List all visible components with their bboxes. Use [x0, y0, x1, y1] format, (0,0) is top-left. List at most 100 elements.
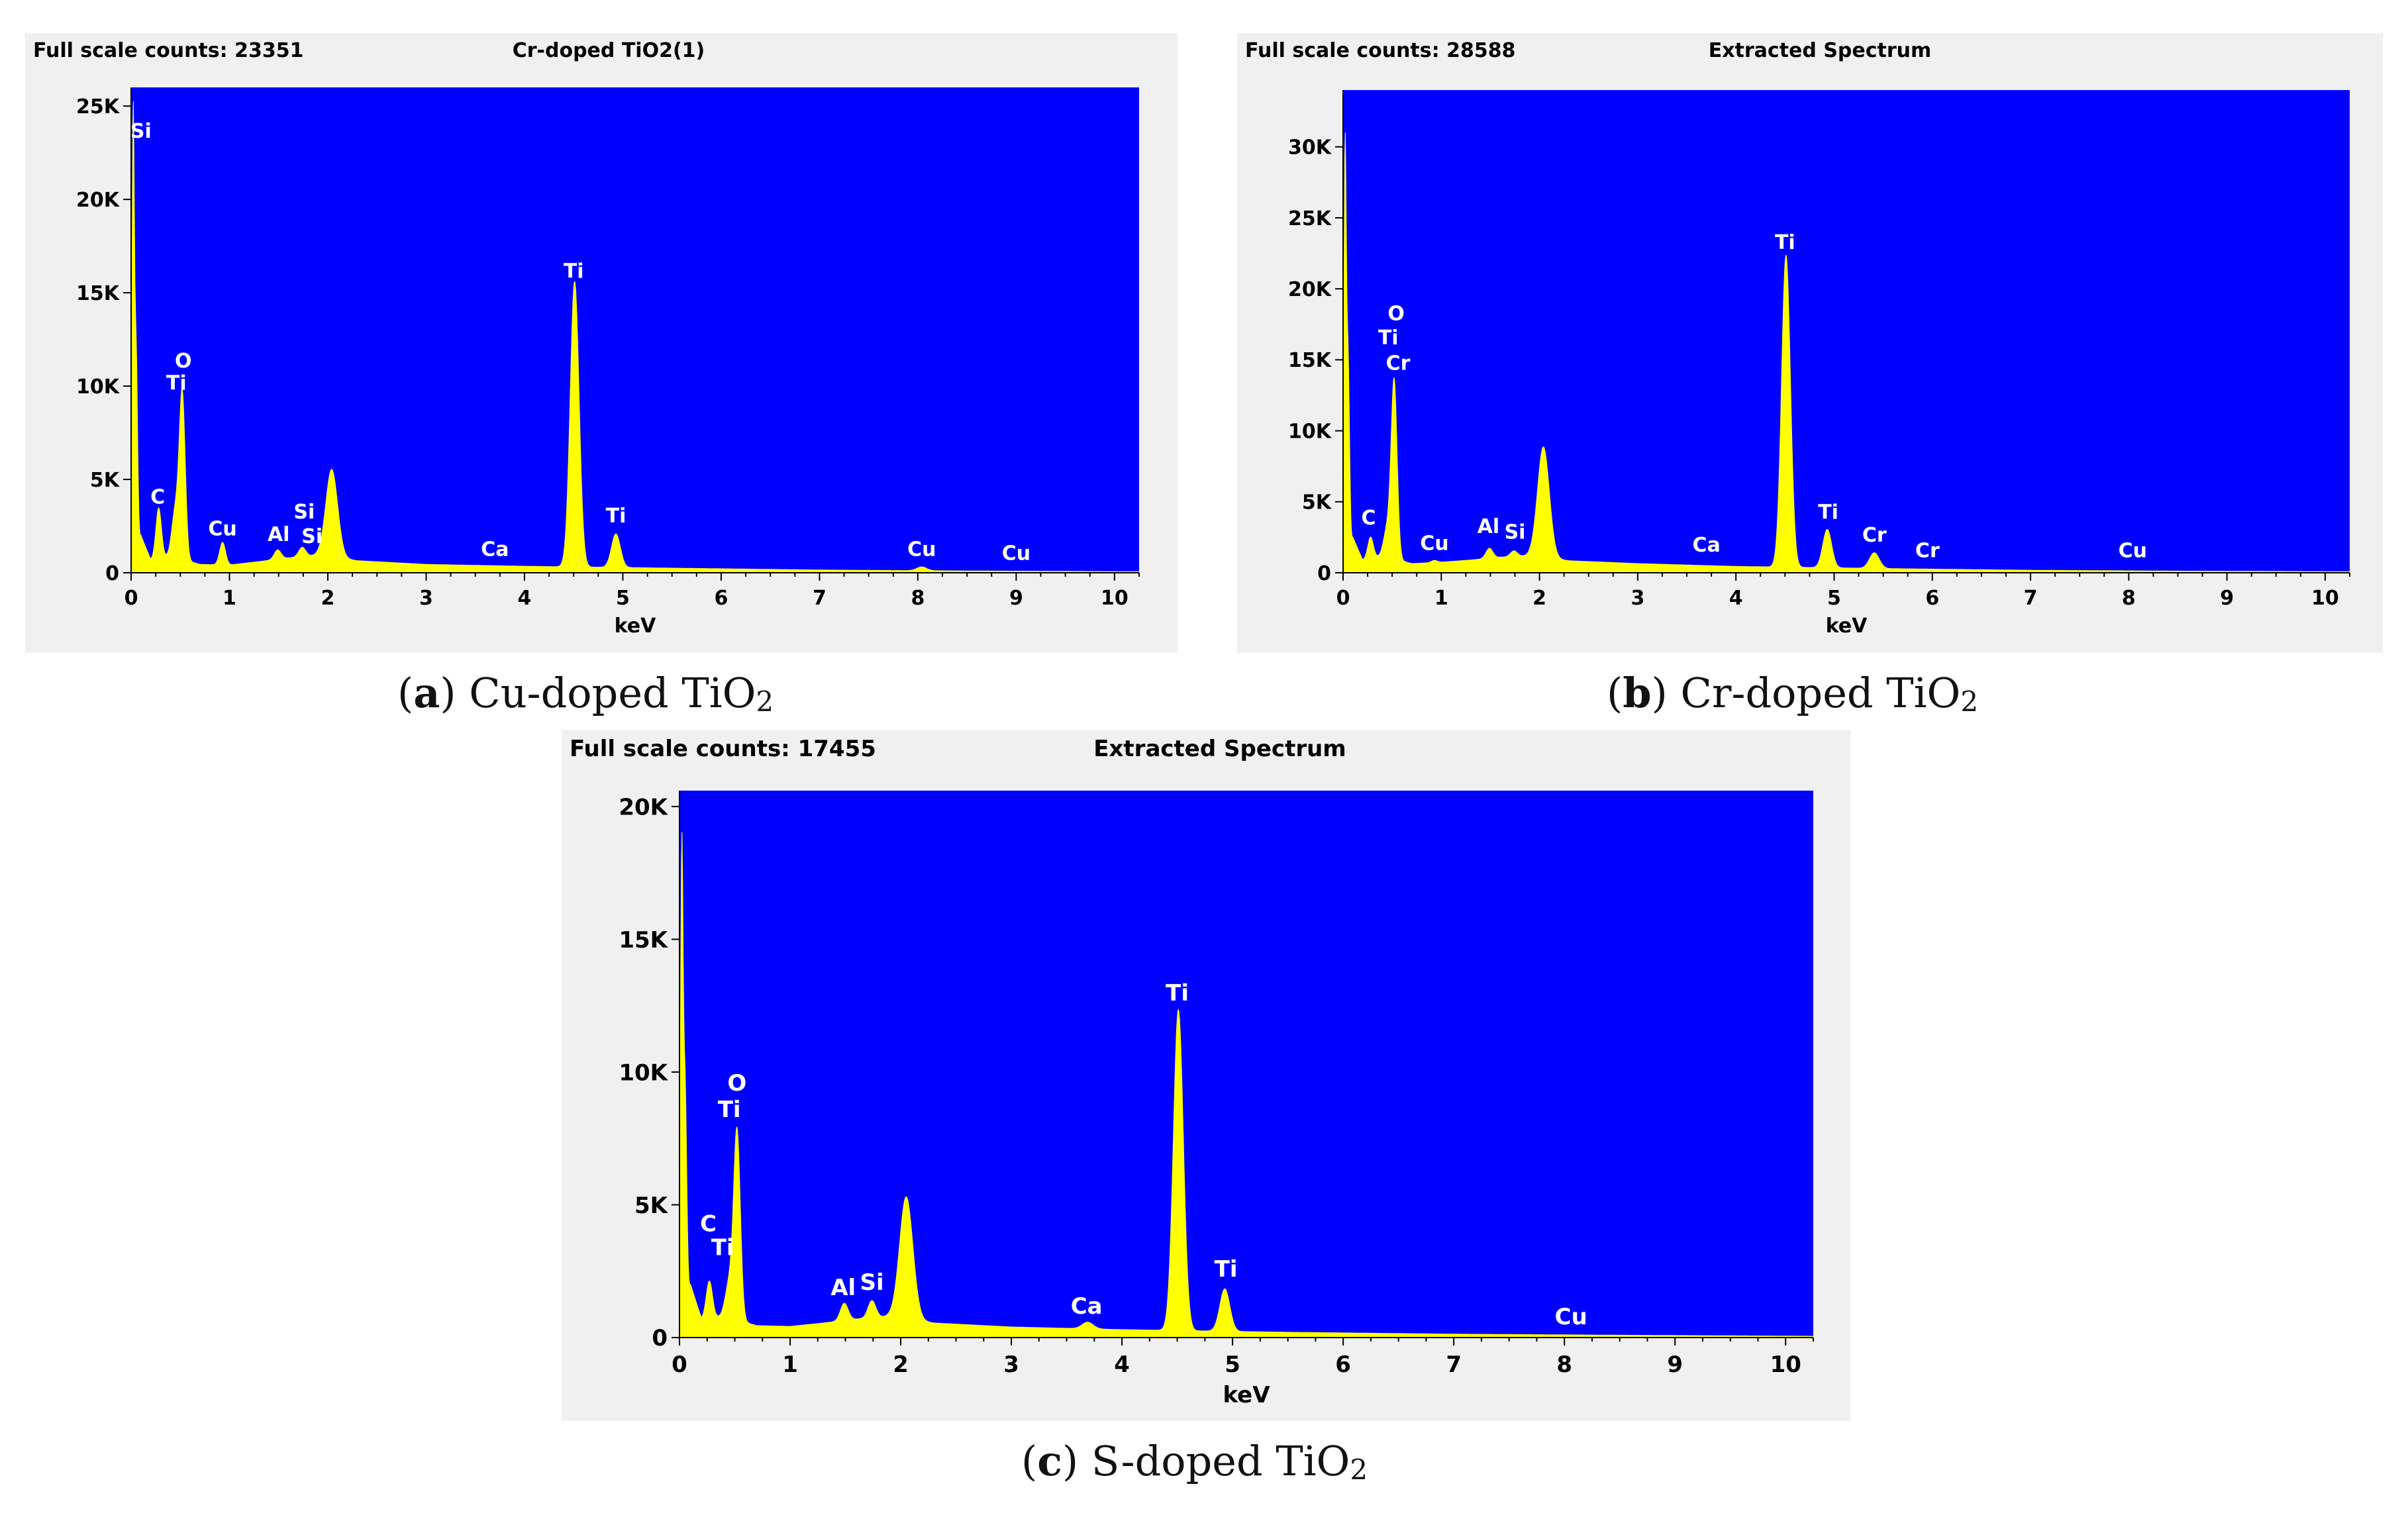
x-tick-label: 6: [1925, 587, 1939, 610]
y-tick-label: 10K: [1288, 420, 1332, 443]
x-tick-label: 6: [1335, 1351, 1351, 1378]
y-tick-label: 25K: [1288, 207, 1332, 230]
chart-title: Cr-doped TiO2(1): [513, 39, 705, 62]
spectrum-panel-a: Full scale counts: 23351 Cr-doped TiO2(1)…: [25, 33, 1178, 653]
spectrum-panel-c: Full scale counts: 17455 Extracted Spectr…: [562, 730, 1850, 1421]
peak-label: Si: [860, 1269, 884, 1296]
x-tick-label: 4: [518, 587, 532, 610]
x-tick-label: 0: [1336, 587, 1350, 610]
x-tick-label: 1: [782, 1351, 798, 1378]
peak-label: Ti: [711, 1235, 734, 1261]
spectrum-chart-a: Full scale counts: 23351 Cr-doped TiO2(1)…: [25, 33, 1178, 653]
x-tick-label: 5: [1827, 587, 1841, 610]
plot-area: [679, 791, 1813, 1338]
x-tick-label: 2: [893, 1351, 909, 1378]
y-tick-label: 25K: [76, 95, 121, 119]
peak-label: C: [150, 486, 165, 509]
peak-label: Cr: [1862, 524, 1887, 547]
peak-label: Ti: [1215, 1256, 1238, 1283]
spectrum-area: [130, 101, 1140, 573]
caption-letter-c: c: [1037, 1437, 1062, 1485]
x-tick-label: 2: [321, 587, 335, 610]
y-tick-label: 5K: [634, 1193, 669, 1219]
peak-label: Cu: [2119, 539, 2147, 562]
y-tick-label: 20K: [76, 189, 121, 212]
x-tick-label: 3: [1003, 1351, 1019, 1378]
peak-label: Ti: [1818, 501, 1838, 524]
peak-label: Al: [830, 1275, 856, 1301]
peak-label: Ti: [606, 505, 627, 528]
x-axis-label: keV: [1223, 1382, 1270, 1408]
x-tick-label: 1: [1434, 587, 1448, 610]
peak-label: Ti: [1378, 326, 1399, 350]
caption-letter-b: b: [1623, 669, 1652, 717]
peak-label: Al: [1478, 515, 1500, 538]
peak-label: Si: [301, 525, 323, 548]
x-tick-label: 3: [1630, 587, 1644, 610]
x-tick-label: 2: [1532, 587, 1546, 610]
x-axis-label: keV: [1826, 614, 1868, 638]
caption-sub-c: 2: [1350, 1453, 1368, 1486]
peak-label: O: [175, 350, 192, 373]
peak-label: O: [1387, 302, 1405, 325]
peak-label: Ti: [1166, 980, 1189, 1006]
peak-label: Ca: [1071, 1293, 1103, 1320]
spectrum-chart-b: Full scale counts: 28588 Extracted Spectr…: [1237, 33, 2383, 653]
chart-title: Extracted Spectrum: [1709, 39, 1932, 62]
caption-a: (a) Cu-doped TiO2: [397, 669, 774, 718]
x-tick-label: 9: [1667, 1351, 1683, 1378]
y-tick-label: 10K: [76, 375, 121, 399]
y-tick-label: 30K: [1288, 136, 1332, 160]
y-tick-label: 15K: [1288, 349, 1332, 372]
x-tick-label: 8: [2122, 587, 2136, 610]
y-tick-label: 0: [1317, 562, 1331, 585]
peak-label: Cu: [1002, 542, 1030, 565]
peak-label: Si: [1505, 521, 1526, 544]
peak-label: Cu: [208, 518, 236, 541]
caption-sub-b: 2: [1960, 685, 1979, 718]
x-tick-label: 1: [223, 587, 236, 610]
x-tick-label: 9: [2220, 587, 2234, 610]
peak-label: Ca: [1693, 534, 1721, 557]
peak-label: C: [700, 1211, 717, 1238]
peak-label: O: [727, 1070, 746, 1097]
x-tick-label: 4: [1114, 1351, 1130, 1378]
x-tick-label: 7: [1446, 1351, 1462, 1378]
spectrum-area: [1342, 132, 2350, 573]
x-tick-label: 4: [1729, 587, 1743, 610]
peak-label: C: [1362, 507, 1376, 530]
spectrum-area: [679, 832, 1814, 1338]
caption-b: (b) Cr-doped TiO2: [1607, 669, 1979, 718]
peak-label: Ti: [564, 260, 584, 283]
x-tick-label: 5: [616, 587, 630, 610]
y-tick-label: 15K: [76, 282, 121, 305]
caption-c: (c) S-doped TiO2: [1021, 1437, 1368, 1486]
x-tick-label: 10: [2311, 587, 2339, 610]
chart-title: Extracted Spectrum: [1093, 736, 1346, 762]
y-tick-label: 5K: [1302, 491, 1332, 514]
peak-label: Ca: [481, 538, 509, 562]
plot-area: [131, 87, 1139, 573]
x-tick-label: 3: [419, 587, 433, 610]
peak-label: Al: [268, 523, 290, 546]
caption-text-b: Cr-doped TiO: [1680, 669, 1961, 717]
peak-label: Cr: [1915, 539, 1940, 562]
spectrum-chart-c: Full scale counts: 17455 Extracted Spectr…: [562, 730, 1850, 1421]
caption-text-c: S-doped TiO: [1091, 1437, 1350, 1485]
y-tick-label: 15K: [619, 927, 668, 954]
caption-sub-a: 2: [756, 685, 774, 718]
x-tick-label: 5: [1225, 1351, 1240, 1378]
full-scale-label: Full scale counts: 17455: [570, 736, 876, 762]
peak-label: Ti: [166, 372, 187, 395]
spectrum-panel-b: Full scale counts: 28588 Extracted Spectr…: [1237, 33, 2383, 653]
plot-area: [1343, 90, 2350, 573]
caption-text-a: Cu-doped TiO: [469, 669, 756, 717]
peak-label: Cu: [907, 538, 936, 562]
x-tick-label: 10: [1101, 587, 1129, 610]
y-tick-label: 10K: [619, 1059, 668, 1086]
full-scale-label: Full scale counts: 28588: [1245, 39, 1515, 62]
full-scale-label: Full scale counts: 23351: [33, 39, 303, 62]
peak-label: Si: [130, 120, 152, 143]
peak-label: Cr: [1386, 352, 1411, 375]
x-axis-label: keV: [615, 614, 656, 638]
